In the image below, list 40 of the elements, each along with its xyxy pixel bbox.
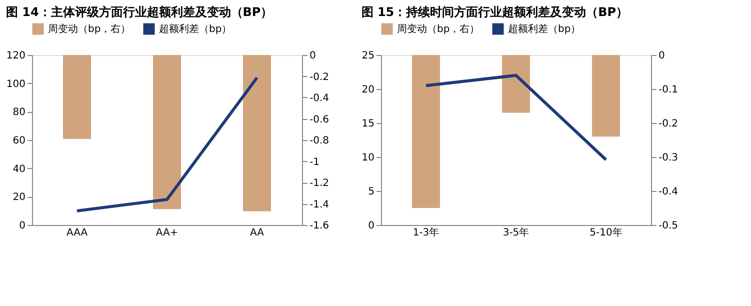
x-tick-label: AAA (66, 228, 88, 238)
y-tick-label: 25 (362, 50, 374, 62)
legend-label: 超额利差（bp） (508, 23, 581, 35)
y2-tick-label: -0.6 (310, 114, 330, 126)
y2-tick-label: -0.3 (658, 152, 678, 164)
chart-title: 图 14：主体评级方面行业超额利差及变动（BP） (6, 5, 273, 19)
legend-label: 超额利差（bp） (159, 23, 232, 35)
y2-tick-label: -0.4 (658, 186, 678, 198)
x-tick-label: AA+ (156, 228, 178, 238)
y2-tick-label: -1.4 (310, 199, 330, 210)
y-tick-label: 120 (6, 50, 26, 62)
y-tick-label: 15 (362, 118, 374, 130)
y2-tick-label: -0.5 (658, 220, 678, 232)
y2-tick-label: -1.6 (310, 220, 330, 232)
y2-tick-label: -1.2 (310, 178, 330, 189)
y2-tick-label: -0.4 (310, 93, 330, 104)
chart-title: 图 15：持续时间方面行业超额利差及变动（BP） (361, 5, 628, 19)
y2-tick-label: -0.2 (658, 118, 678, 130)
y2-tick-label: 0 (658, 50, 665, 62)
x-tick-label: 5-10年 (590, 226, 622, 238)
y-tick-label: 100 (6, 78, 26, 90)
legend-label: 周变动（bp，右） (48, 23, 131, 35)
x-tick-label: AA (250, 228, 264, 238)
y-tick-label: 5 (368, 186, 374, 198)
x-tick-label: 1-3年 (412, 226, 440, 238)
y2-tick-label: -0.2 (310, 72, 330, 83)
y-tick-label: 10 (362, 152, 374, 164)
y2-tick-label: 0 (310, 50, 316, 62)
y-tick-label: 0 (19, 220, 26, 232)
y-tick-label: 20 (362, 84, 374, 96)
y-tick-label: 60 (12, 136, 26, 146)
y2-tick-label: -0.8 (310, 136, 330, 146)
y2-tick-label: -1 (310, 156, 320, 168)
y-tick-label: 0 (368, 220, 374, 232)
y-tick-label: 20 (12, 192, 26, 204)
x-tick-label: 3-5年 (502, 226, 530, 238)
legend-label: 周变动（bp，右） (397, 23, 480, 35)
y-tick-label: 80 (12, 107, 26, 118)
y-tick-label: 40 (12, 164, 26, 175)
y2-tick-label: -0.1 (658, 84, 678, 96)
